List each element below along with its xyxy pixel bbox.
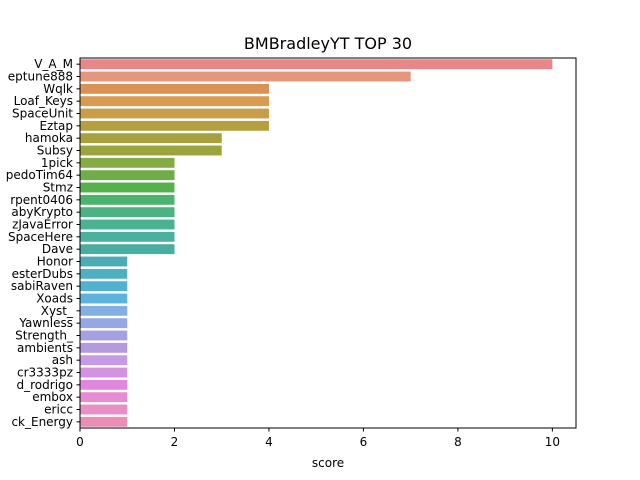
category-label: ck_Energy — [11, 415, 73, 429]
bar-25 — [80, 367, 128, 378]
bar-16 — [80, 256, 128, 267]
category-label: esterDubs — [12, 267, 73, 281]
bar-24 — [80, 355, 128, 366]
bar-22 — [80, 330, 128, 341]
category-label: hamoka — [25, 131, 73, 145]
category-label: Xyst_ — [41, 304, 74, 318]
category-label: cr3333pz — [17, 366, 73, 380]
bar-11 — [80, 194, 175, 205]
bar-28 — [80, 404, 128, 415]
category-label: eptune888 — [8, 70, 73, 84]
category-label: rpent0406 — [10, 193, 73, 207]
bar-3 — [80, 96, 269, 107]
x-tick-label: 10 — [545, 435, 560, 449]
bars-group — [80, 59, 553, 427]
bar-5 — [80, 120, 269, 131]
bar-26 — [80, 379, 128, 390]
category-label: Honor — [37, 255, 73, 269]
bar-0 — [80, 59, 553, 70]
category-label: Subsy — [37, 144, 73, 158]
x-tick-label: 0 — [76, 435, 84, 449]
category-label: zJavaError — [12, 218, 73, 232]
category-label: Yawnless — [18, 316, 73, 330]
x-ticks-group: 0 2 4 6 8 10 — [76, 428, 560, 449]
bar-2 — [80, 83, 269, 94]
x-tick-label: 4 — [265, 435, 273, 449]
category-label: Eztap — [39, 119, 73, 133]
category-label: sabiRaven — [11, 279, 73, 293]
category-label: d_rodrigo — [17, 378, 73, 392]
bar-13 — [80, 219, 175, 230]
category-label: V_A_M — [34, 57, 73, 71]
category-label: Dave — [42, 242, 73, 256]
category-label: pedoTim64 — [6, 168, 73, 182]
category-label: Stmz — [43, 181, 73, 195]
bar-29 — [80, 416, 128, 427]
bar-21 — [80, 318, 128, 329]
bar-4 — [80, 108, 269, 119]
bar-14 — [80, 231, 175, 242]
x-tick-label: 8 — [454, 435, 462, 449]
bar-18 — [80, 281, 128, 292]
bar-15 — [80, 244, 175, 255]
bar-12 — [80, 207, 175, 218]
bar-9 — [80, 170, 175, 181]
bar-6 — [80, 133, 222, 144]
category-labels-group: V_A_Meptune888WqlkLoaf_KeysSpaceUnitEzta… — [6, 57, 80, 429]
bar-8 — [80, 157, 175, 168]
chart-title: BMBradleyYT TOP 30 — [244, 34, 412, 53]
x-tick-label: 2 — [171, 435, 179, 449]
category-label: Xoads — [36, 292, 73, 306]
category-label: embox — [32, 390, 73, 404]
x-axis-label: score — [312, 456, 344, 470]
bar-17 — [80, 268, 128, 279]
category-label: ash — [52, 353, 73, 367]
bar-7 — [80, 145, 222, 156]
plot-frame — [79, 57, 577, 429]
x-tick-label: 6 — [360, 435, 368, 449]
category-label: Wqlk — [43, 82, 73, 96]
category-label: Loaf_Keys — [14, 94, 73, 108]
bar-20 — [80, 305, 128, 316]
category-label: Strength_ — [15, 329, 74, 343]
bar-19 — [80, 293, 128, 304]
bar-27 — [80, 392, 128, 403]
category-label: abyKrypto — [11, 205, 73, 219]
category-label: 1pick — [41, 156, 73, 170]
category-label: ambients — [17, 341, 73, 355]
category-label: SpaceHere — [8, 230, 73, 244]
bar-1 — [80, 71, 411, 82]
bar-10 — [80, 182, 175, 193]
category-label: SpaceUnit — [12, 107, 73, 121]
bar-23 — [80, 342, 128, 353]
category-label: ericc — [44, 403, 73, 417]
